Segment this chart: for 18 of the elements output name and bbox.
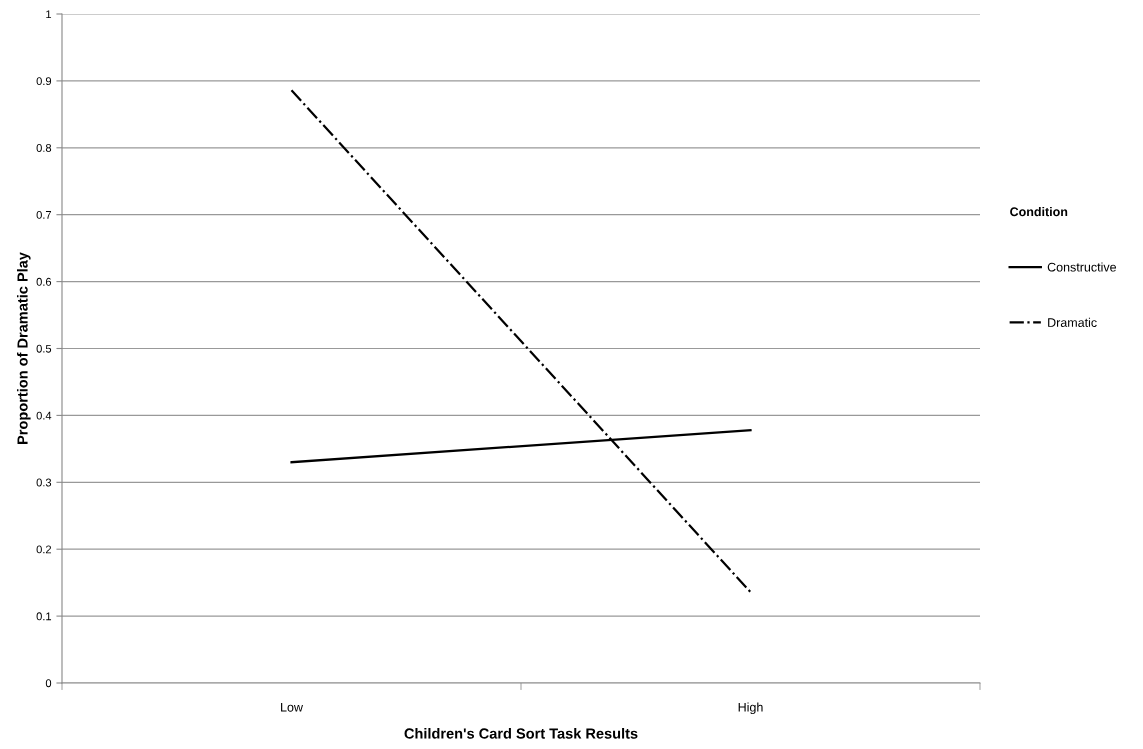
x-tick-label: High [738,702,763,715]
y-tick-label: 0.8 [36,144,52,152]
legend-label: Constructive [1047,262,1117,272]
y-tick-label: 0.6 [36,277,52,286]
y-tick-label: 0.2 [36,545,52,554]
y-tick-label: 1 [46,10,52,19]
y-tick-label: 0 [45,679,52,688]
y-tick-label: 0.9 [36,77,52,86]
y-tick-label: 0.5 [36,344,52,353]
y-tick-label: 0.1 [36,612,52,621]
legend-title: Condition [1010,206,1068,217]
x-axis-title: Children's Card Sort Task Results [404,727,638,739]
y-axis-title: Proportion of Dramatic Play [16,252,31,444]
y-tick-label: 0.4 [36,411,52,420]
x-tick-label: Low [281,702,303,712]
legend-label: Dramatic [1048,317,1097,327]
y-tick-label: 0.3 [36,478,52,487]
y-tick-label: 0.7 [36,210,52,219]
